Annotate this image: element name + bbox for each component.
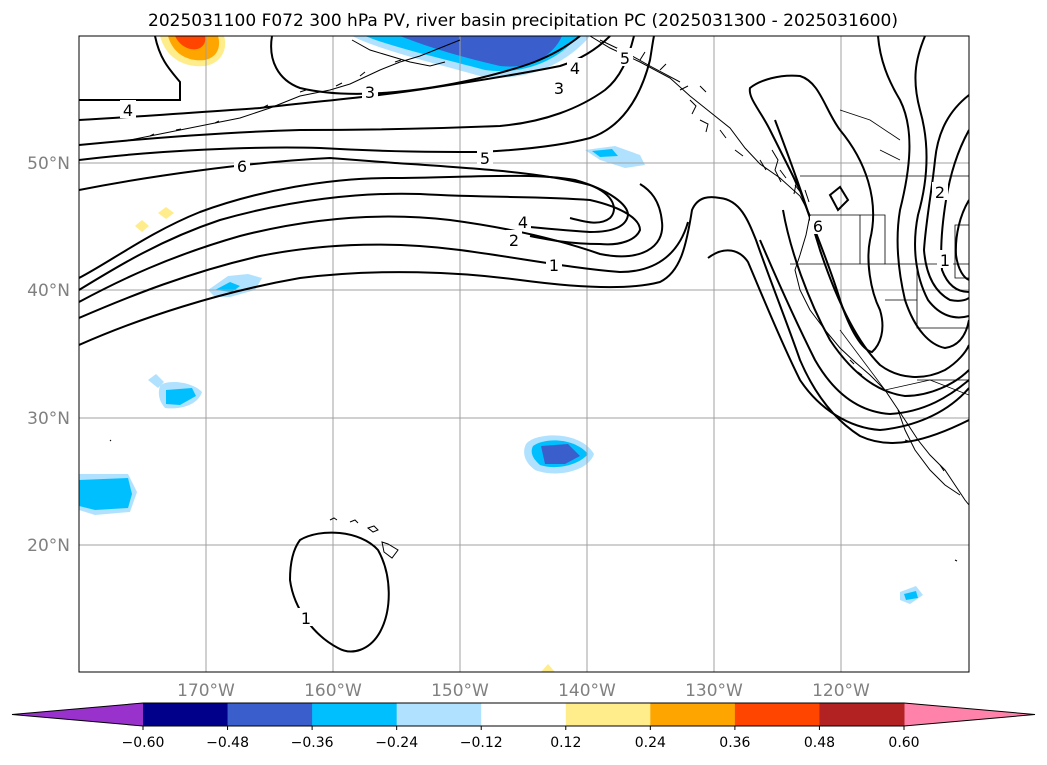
colorbar-over-arrow [904, 703, 1035, 726]
lon-tick: 120°W [812, 681, 870, 701]
contour-label: 1 [940, 251, 950, 270]
colorbar-bin [481, 703, 567, 726]
map-panel: 4 6 3 5 4 5 3 4 2 1 6 [78, 35, 970, 673]
colorbar-bin [312, 703, 398, 726]
negative-anomaly [592, 149, 618, 157]
colorbar: −0.60 −0.48 −0.36 −0.24 −0.12 0.12 0.24 0.36 0.4… [11, 702, 1036, 751]
gridlines [79, 36, 969, 672]
contour-label: 3 [365, 83, 375, 102]
contour-label: 2 [509, 231, 519, 250]
colorbar-bin [227, 703, 313, 726]
colorbar-tick-label: −0.12 [460, 735, 503, 751]
political-borders [790, 109, 969, 400]
positive-anomaly [541, 664, 555, 672]
colorbar-tick-label: −0.60 [122, 735, 165, 751]
colorbar-tick-label: 0.48 [804, 735, 835, 751]
coastlines [109, 36, 969, 562]
lat-tick: 20°N [27, 536, 70, 556]
colorbar-tick-label: −0.36 [291, 735, 334, 751]
lat-tick: 40°N [27, 281, 70, 301]
contour-label: 6 [813, 217, 823, 236]
contour-label: 4 [570, 59, 580, 78]
lon-tick: 130°W [685, 681, 743, 701]
negative-anomaly [400, 36, 562, 67]
map-frame [78, 35, 970, 673]
colorbar-bin [565, 703, 651, 726]
negative-anomaly [904, 591, 918, 600]
positive-anomaly [175, 36, 206, 50]
map-background [79, 36, 969, 672]
lat-tick-labels: 50°N 40°N 30°N 20°N [27, 154, 70, 556]
lon-tick: 150°W [431, 681, 489, 701]
map-title: 2025031100 F072 300 hPa PV, river basin … [148, 11, 898, 31]
lon-tick: 160°W [304, 681, 362, 701]
contour-label: 1 [549, 256, 559, 275]
positive-anomaly [135, 220, 149, 232]
negative-anomaly [541, 444, 580, 464]
colorbar-bin [734, 703, 820, 726]
contour-label: 4 [123, 101, 133, 120]
contour-label: 6 [237, 157, 247, 176]
colorbar-bin [650, 703, 736, 726]
contour-labels: 4 6 3 5 4 5 3 4 2 1 6 [120, 48, 953, 628]
colorbar-bin [143, 703, 229, 726]
lon-tick: 170°W [177, 681, 235, 701]
positive-anomaly [158, 207, 174, 219]
pv-contours [79, 36, 969, 653]
lat-tick: 50°N [27, 154, 70, 174]
contour-label: 1 [301, 609, 311, 628]
colorbar-bin [396, 703, 482, 726]
lat-tick: 30°N [27, 409, 70, 429]
colorbar-tick-label: −0.48 [206, 735, 249, 751]
colorbar-tick-label: 0.24 [635, 735, 666, 751]
contour-label: 5 [480, 149, 490, 168]
colorbar-tick-label: 0.36 [719, 735, 750, 751]
colorbar-bin [819, 703, 905, 726]
colorbar-tick-label: −0.24 [375, 735, 418, 751]
negative-anomaly [148, 374, 164, 388]
contour-label: 4 [518, 213, 528, 232]
colorbar-tick-label: 0.12 [550, 735, 581, 751]
colorbar-tick-label: 0.60 [888, 735, 919, 751]
negative-anomaly [79, 478, 132, 510]
colorbar-under-arrow [12, 703, 143, 726]
lon-tick: 140°W [558, 681, 616, 701]
lon-tick-labels: 170°W 160°W 150°W 140°W 130°W 120°W [177, 681, 870, 701]
negative-anomaly [166, 388, 196, 405]
contour-label: 3 [554, 79, 564, 98]
contour-label: 5 [620, 49, 630, 68]
precip-shading [79, 36, 923, 672]
contour-label: 2 [935, 183, 945, 202]
